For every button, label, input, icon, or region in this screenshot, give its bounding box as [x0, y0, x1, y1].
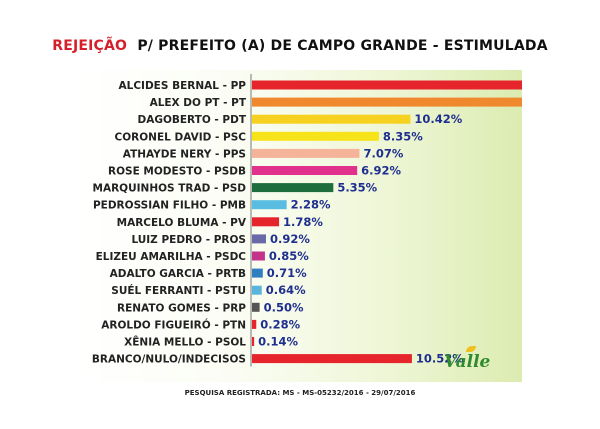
bar: [252, 217, 280, 227]
chart-panel: ALCIDES BERNAL - PP24.42%ALEX DO PT - PT…: [78, 70, 522, 382]
value-label: 10.52%: [416, 352, 464, 366]
value-label: 0.64%: [266, 283, 306, 297]
category-label: PEDROSSIAN FILHO - PMB: [93, 200, 246, 212]
value-label: 5.35%: [337, 181, 377, 195]
title-highlight: REJEIÇÃO: [52, 38, 128, 54]
category-label: RENATO GOMES - PRP: [117, 302, 246, 314]
category-label: CORONEL DAVID - PSC: [115, 131, 247, 143]
bar: [252, 200, 287, 210]
category-label: ALEX DO PT - PT: [150, 97, 247, 109]
bar: [252, 285, 262, 295]
survey-registration-note: PESQUISA REGISTRADA: MS - MS-05232/2016 …: [184, 389, 416, 397]
category-label: LUIZ PEDRO - PROS: [131, 234, 246, 246]
bar-chart: ALCIDES BERNAL - PP24.42%ALEX DO PT - PT…: [92, 74, 522, 367]
value-label: 0.28%: [260, 317, 300, 331]
category-label: ELIZEU AMARILHA - PSDC: [96, 251, 247, 263]
category-label: SUÉL FERRANTI - PSTU: [111, 284, 246, 297]
bar: [252, 251, 265, 261]
bar: [252, 114, 411, 124]
category-label: ALCIDES BERNAL - PP: [119, 80, 247, 92]
bar: [252, 131, 379, 141]
bar: [252, 148, 360, 158]
value-label: 10.42%: [414, 112, 462, 126]
bar: [252, 183, 334, 193]
category-label: DAGOBERTO - PDT: [137, 114, 246, 126]
category-label: MARQUINHOS TRAD - PSD: [93, 183, 247, 195]
logo-leaf-icon: [466, 346, 476, 352]
chart-title: REJEIÇÃO P/ PREFEITO (A) DE CAMPO GRANDE…: [0, 38, 600, 54]
title-rest: P/ PREFEITO (A) DE CAMPO GRANDE - ESTIMU…: [137, 38, 548, 54]
bar: [252, 337, 255, 346]
logo-text: Valle: [444, 352, 491, 372]
category-label: MARCELO BLUMA - PV: [117, 217, 247, 229]
category-label: ROSE MODESTO - PSDB: [108, 166, 246, 178]
value-label: 0.85%: [269, 249, 309, 263]
category-label: AROLDO FIGUEIRÓ - PTN: [101, 318, 246, 331]
value-label: 1.78%: [283, 215, 323, 229]
bar: [252, 302, 260, 312]
value-label: 2.28%: [291, 198, 331, 212]
value-label: 8.35%: [383, 129, 423, 143]
value-label: 0.50%: [264, 300, 304, 314]
category-label: ADALTO GARCIA - PRTB: [110, 268, 246, 280]
bar: [252, 268, 263, 278]
bar: [252, 97, 522, 107]
bar: [252, 166, 358, 175]
value-label: 0.14%: [258, 335, 298, 349]
bar: [252, 80, 522, 90]
value-label: 7.07%: [363, 146, 403, 160]
value-label: 0.92%: [270, 232, 310, 246]
value-label: 0.71%: [267, 266, 307, 280]
bar: [252, 354, 412, 364]
category-label: BRANCO/NULO/INDECISOS: [92, 354, 246, 366]
valle-logo: Valle: [444, 346, 504, 372]
value-label: 6.92%: [361, 164, 401, 178]
bar: [252, 234, 266, 244]
bar: [252, 319, 257, 329]
category-label: XÊNIA MELLO - PSOL: [124, 336, 246, 349]
category-label: ATHAYDE NERY - PPS: [123, 148, 246, 160]
